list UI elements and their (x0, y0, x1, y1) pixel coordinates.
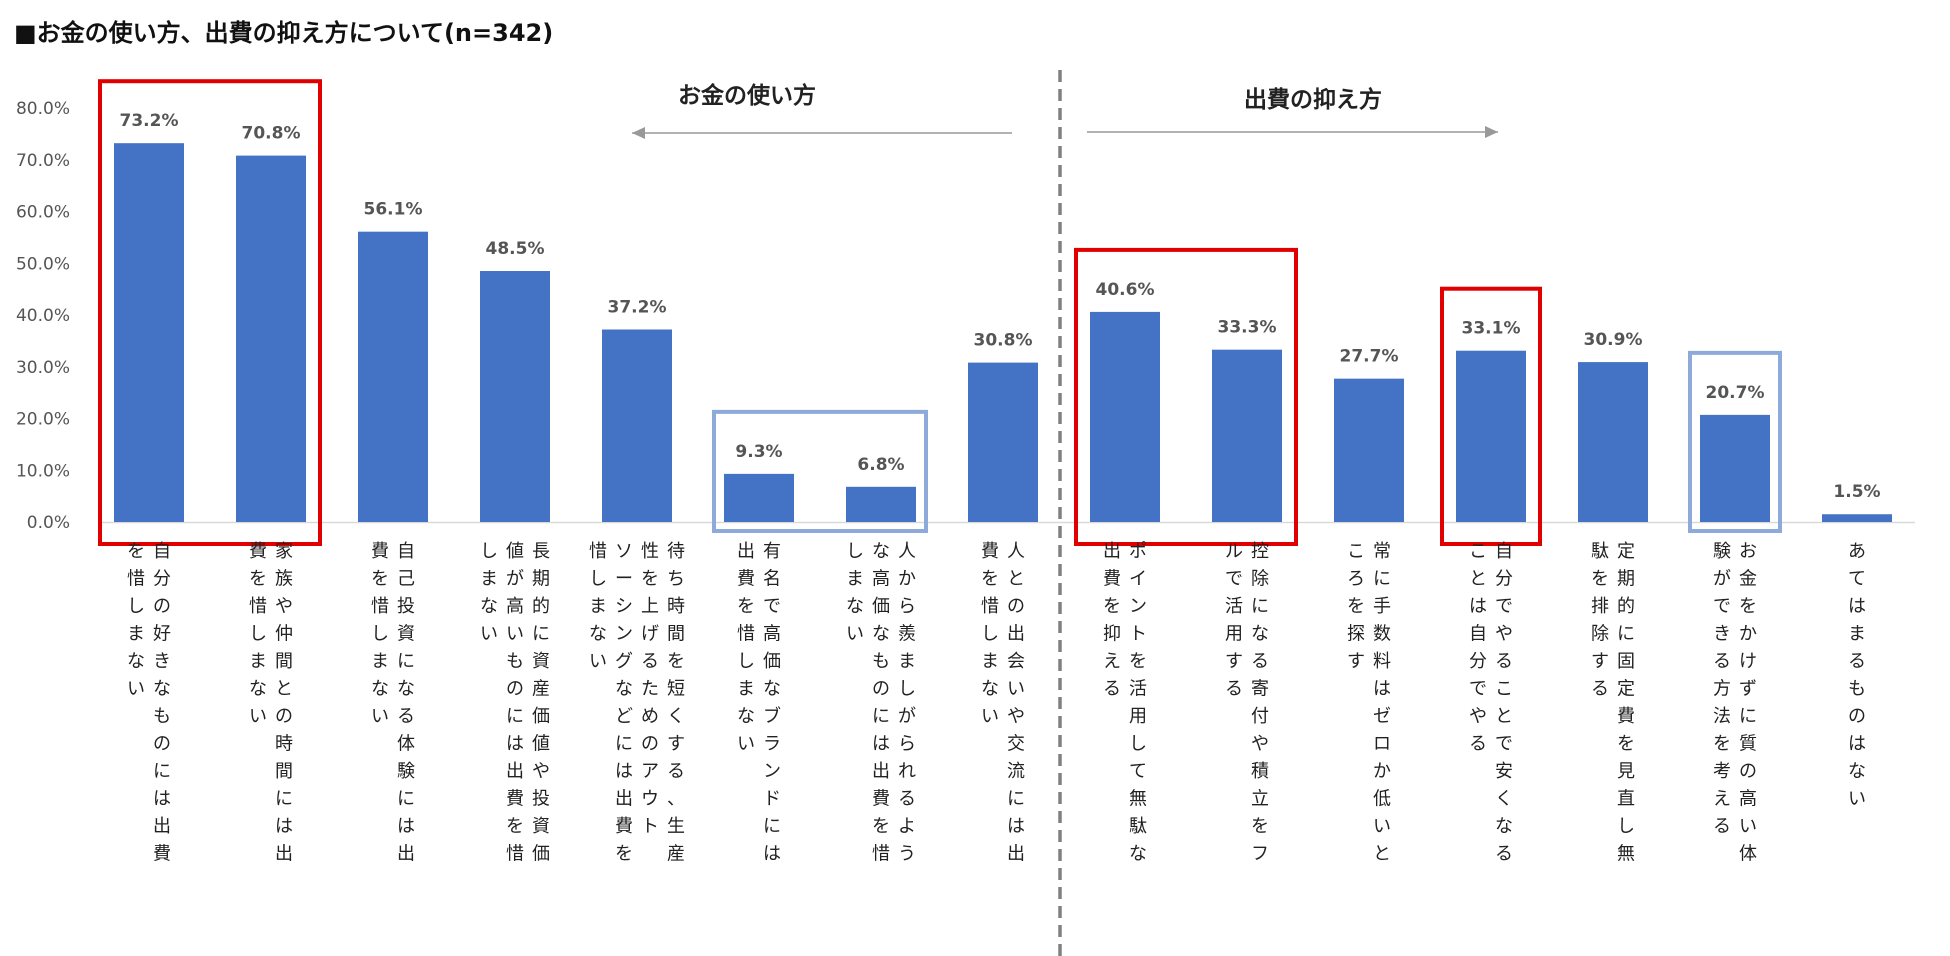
bar (358, 231, 428, 522)
category-label: ことは自分でやる (1469, 541, 1487, 755)
data-labels: 73.2% 70.8% 56.1% 48.5% 37.2% 9.3% 6.8% 30.8% 40… (120, 111, 1881, 502)
category-labels: 自分の好きなものには出費を惜しまない家族や仲間との時間には出費を惜しまない自己投… (127, 541, 1866, 865)
category-label: 定期的に固定費を見直し無 (1617, 541, 1635, 865)
bar (846, 486, 916, 522)
arrowhead (1485, 126, 1498, 138)
category-label: あてはまるものはない (1848, 541, 1866, 810)
category-label: お金をかけずに質の高い体 (1739, 541, 1757, 865)
category-label: 費を惜しまない (371, 541, 389, 727)
y-tick-label: 80.0% (16, 99, 70, 119)
bar (114, 143, 184, 522)
category-label: 駄を排除する (1591, 541, 1609, 700)
data-label: 37.2% (608, 297, 667, 317)
category-label: 待ち時間を短くする、生産 (667, 541, 685, 865)
category-label: しまない (846, 541, 864, 645)
category-label: 自分でやることで安くなる (1495, 541, 1513, 865)
highlight-box (1074, 247, 1298, 547)
category-label: 人から羨ましがられるよう (898, 541, 916, 865)
data-label: 33.3% (1218, 318, 1277, 338)
category-label: 値が高いものには出費を惜 (506, 541, 524, 865)
section-header: お金の使い方 (678, 82, 816, 109)
bars (114, 143, 1892, 523)
data-label: 30.9% (1584, 330, 1643, 350)
category-label: な高価なものには出費を惜 (872, 541, 890, 865)
category-label: 自己投資になる体験には出 (397, 541, 415, 865)
category-label: ソーシングなどには出費を (615, 541, 633, 865)
bar (1456, 350, 1526, 522)
y-tick-label: 50.0% (16, 254, 70, 274)
y-tick-label: 30.0% (16, 358, 70, 378)
category-label: ポイントを活用して無駄な (1129, 541, 1147, 865)
y-tick-label: 60.0% (16, 203, 70, 223)
data-label: 48.5% (486, 239, 545, 259)
data-label: 73.2% (120, 111, 179, 131)
bar (724, 473, 794, 522)
y-axis: 0.0% 10.0% 20.0% 30.0% 40.0% 50.0% 60.0% 70.0% 8… (16, 99, 1915, 533)
category-label: 家族や仲間との時間には出 (275, 541, 293, 865)
category-label: 験ができる方法を考える (1713, 541, 1731, 837)
category-label: ルで活用する (1225, 541, 1243, 700)
category-label: を惜しまない (127, 541, 145, 700)
data-label: 30.8% (974, 331, 1033, 351)
category-label: 控除になる寄付や積立をフ (1251, 541, 1269, 865)
data-label: 56.1% (364, 200, 423, 220)
bar (1700, 414, 1770, 522)
data-label: 1.5% (1833, 482, 1880, 502)
y-tick-label: 10.0% (16, 461, 70, 481)
category-label: 出費を抑える (1103, 541, 1121, 700)
category-label: 費を惜しまない (249, 541, 267, 727)
bar (602, 329, 672, 522)
highlight-box (98, 79, 322, 546)
data-label: 27.7% (1340, 347, 1399, 367)
bar (480, 271, 550, 522)
bar (1578, 362, 1648, 522)
bar (1212, 349, 1282, 522)
arrowhead (632, 127, 645, 139)
section-header: 出費の抑え方 (1244, 86, 1382, 113)
bar (236, 155, 306, 523)
category-label: ころを探す (1347, 541, 1365, 672)
highlight-box (712, 409, 928, 533)
category-label: 常に手数料はゼロか低いと (1373, 541, 1391, 865)
category-label: 有名で高価なブランドには (763, 541, 781, 865)
y-tick-label: 0.0% (27, 513, 70, 533)
category-label: 長期的に資産価値や投資価 (532, 541, 550, 865)
y-tick-label: 20.0% (16, 410, 70, 430)
chart-title: ■お金の使い方、出費の抑え方について(n=342) (14, 19, 553, 47)
bar (1334, 378, 1404, 522)
category-label: 惜しまない (589, 541, 607, 672)
bar (968, 362, 1038, 522)
data-label: 70.8% (242, 124, 301, 144)
category-label: 費を惜しまない (981, 541, 999, 727)
highlight-box (1440, 286, 1542, 546)
data-label: 33.1% (1462, 319, 1521, 339)
y-tick-label: 70.0% (16, 151, 70, 171)
category-label: 性を上げるためのアウト (641, 541, 659, 837)
data-label: 9.3% (735, 442, 782, 462)
highlight-boxes (98, 79, 1782, 547)
category-label: 出費を惜しまない (737, 541, 755, 755)
data-label: 6.8% (857, 455, 904, 475)
bar (1090, 311, 1160, 522)
category-label: 人との出会いや交流には出 (1007, 541, 1025, 865)
data-label: 40.6% (1096, 280, 1155, 300)
category-label: 自分の好きなものには出費 (153, 541, 171, 865)
category-label: しまない (480, 541, 498, 645)
data-label: 20.7% (1706, 383, 1765, 403)
highlight-box (1688, 350, 1782, 533)
y-tick-label: 40.0% (16, 306, 70, 326)
section-headers: お金の使い方 出費の抑え方 (632, 82, 1498, 139)
bar (1822, 514, 1892, 522)
